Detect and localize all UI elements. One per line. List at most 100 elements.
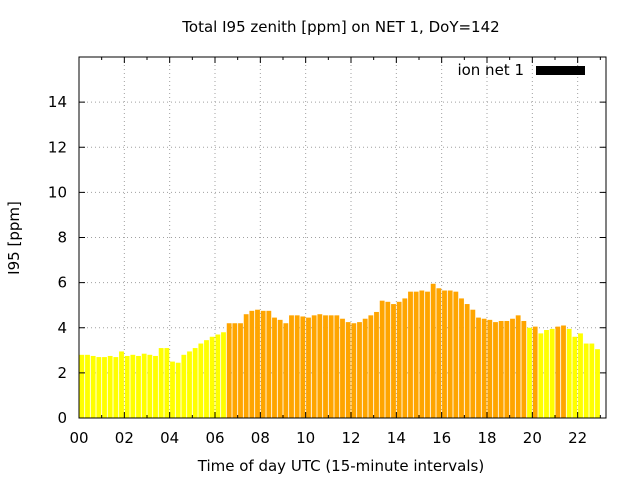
bar <box>266 310 272 418</box>
bar <box>79 354 85 418</box>
bar <box>181 354 187 418</box>
bar <box>510 318 515 418</box>
bar <box>521 320 527 418</box>
bar <box>215 334 221 418</box>
bar <box>187 351 192 418</box>
legend: ion net 1 <box>457 61 585 79</box>
bar <box>453 291 459 418</box>
bar <box>515 315 521 418</box>
bar <box>391 304 396 418</box>
bar <box>107 355 113 418</box>
bar <box>561 325 566 418</box>
bar <box>317 314 323 418</box>
x-tick-label: 12 <box>341 429 360 447</box>
bar <box>96 357 102 418</box>
bar <box>124 355 130 418</box>
y-tick-label: 2 <box>57 364 67 382</box>
bar <box>351 323 357 418</box>
bar <box>544 330 549 418</box>
bar <box>283 323 289 418</box>
bar <box>158 348 164 418</box>
bar <box>345 322 351 418</box>
bar <box>566 328 572 418</box>
bar <box>294 315 300 418</box>
bar <box>436 288 442 418</box>
bar <box>209 336 215 418</box>
bar <box>493 322 498 418</box>
bar <box>470 309 476 418</box>
x-tick-label: 04 <box>160 429 179 447</box>
bar <box>549 328 555 418</box>
bar <box>198 343 204 418</box>
bar <box>136 355 141 418</box>
bar <box>340 318 345 418</box>
bar <box>362 318 368 418</box>
bar <box>425 291 430 418</box>
bar <box>532 326 538 418</box>
bar <box>323 315 328 418</box>
y-tick-label: 0 <box>57 409 67 427</box>
y-tick-label: 14 <box>48 93 67 111</box>
bar <box>153 355 158 418</box>
bar <box>504 320 510 418</box>
bar <box>328 315 334 418</box>
bar <box>476 317 481 418</box>
bar <box>170 361 175 418</box>
bar <box>249 310 255 418</box>
bar <box>221 332 226 418</box>
bar <box>90 355 96 418</box>
bar <box>243 314 249 418</box>
bar <box>464 304 470 418</box>
bar <box>204 340 209 418</box>
y-tick-label: 6 <box>57 274 67 292</box>
bar <box>408 291 413 418</box>
x-tick-label: 06 <box>205 429 224 447</box>
x-axis-label: Time of day UTC (15-minute intervals) <box>197 457 484 475</box>
bar <box>300 316 306 418</box>
bar <box>430 283 436 418</box>
bar <box>385 301 391 418</box>
bar <box>583 343 589 418</box>
y-tick-label: 12 <box>48 138 67 156</box>
bar <box>192 348 198 418</box>
bar <box>589 343 595 418</box>
bar <box>119 351 124 418</box>
x-tick-labels: 00 02 04 06 08 10 12 14 16 18 20 22 <box>69 429 587 447</box>
y-tick-label: 10 <box>48 183 67 201</box>
x-tick-label: 14 <box>387 429 406 447</box>
bar <box>226 323 232 418</box>
y-axis-label: I95 [ppm] <box>5 201 23 275</box>
bar <box>459 298 464 418</box>
bar <box>357 322 362 418</box>
bar <box>311 315 317 418</box>
legend-swatch <box>536 66 585 75</box>
bar <box>555 326 561 418</box>
y-tick-label: 4 <box>57 319 67 337</box>
bars <box>79 283 600 418</box>
bar <box>402 298 408 418</box>
bar <box>334 315 340 418</box>
bar <box>175 362 181 418</box>
y-tick-labels: 0 2 4 6 8 10 12 14 <box>48 93 67 427</box>
bar <box>419 290 425 418</box>
x-tick-label: 08 <box>251 429 270 447</box>
bar <box>260 310 266 418</box>
bar <box>238 323 243 418</box>
x-tick-label: 00 <box>69 429 88 447</box>
bar <box>527 327 532 418</box>
bar <box>374 311 379 418</box>
bar <box>572 336 578 418</box>
x-tick-label: 22 <box>568 429 587 447</box>
bar <box>487 319 493 418</box>
bar <box>289 315 294 418</box>
bar <box>85 354 90 418</box>
chart-title: Total I95 zenith [ppm] on NET 1, DoY=142 <box>181 18 499 36</box>
bar <box>595 349 600 418</box>
grid <box>79 57 606 418</box>
bar <box>538 333 544 418</box>
bar <box>413 291 419 418</box>
bar <box>368 315 374 418</box>
x-tick-label: 02 <box>115 429 134 447</box>
bar <box>113 357 119 418</box>
